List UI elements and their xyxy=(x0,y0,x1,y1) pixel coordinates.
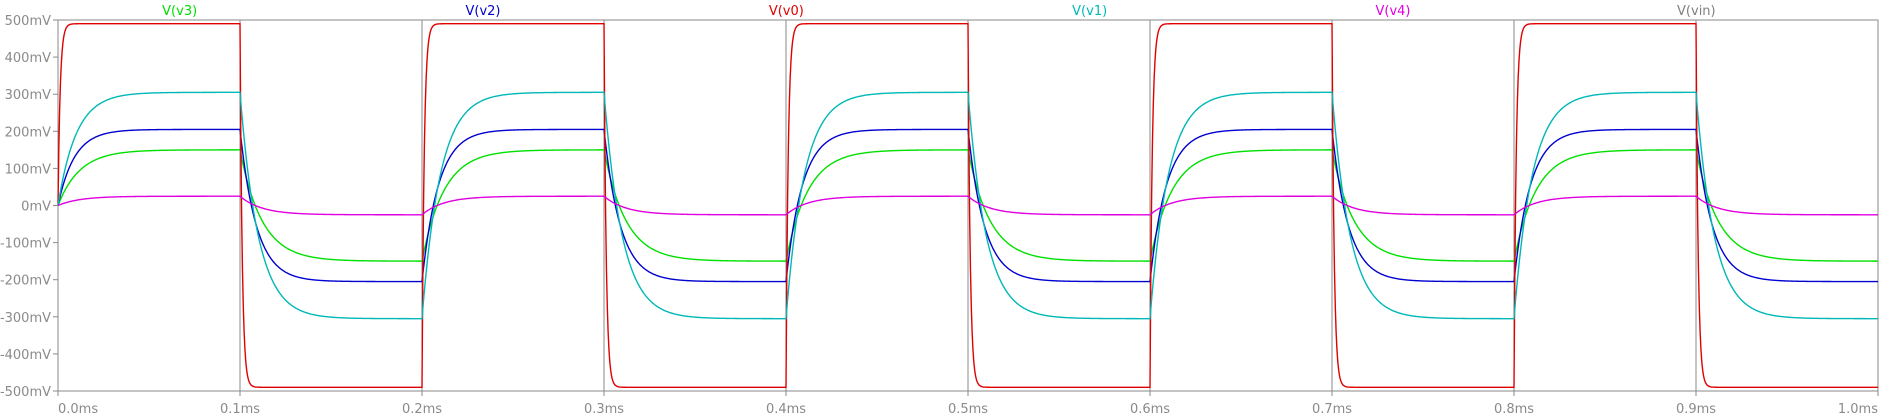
x-tick-label: 0.7ms xyxy=(1312,402,1352,417)
y-tick-label: 500mV xyxy=(5,14,51,29)
x-tick-label: 0.5ms xyxy=(948,402,988,417)
y-tick-label: 300mV xyxy=(5,88,51,103)
traces xyxy=(57,23,1878,388)
y-axis: 500mV 400mV 300mV 200mV 100mV 0mV -100mV -200mV… xyxy=(0,14,58,400)
trace-vv2 xyxy=(57,128,1878,283)
legend-vvin: V(vin) xyxy=(1677,4,1716,19)
trace-vv1 xyxy=(57,91,1878,320)
x-axis: 0.0ms 0.1ms 0.2ms 0.3ms 0.4ms 0.5ms 0.6ms 0.7ms… xyxy=(57,391,1879,417)
x-tick-label: 0.2ms xyxy=(402,402,442,417)
legend: V(v3) V(v2) V(v0) V(v1) V(v4) V(vin) xyxy=(162,4,1715,19)
legend-vv0: V(v0) xyxy=(769,4,804,19)
x-tick-label: 1.0ms xyxy=(1838,402,1878,417)
y-tick-label: -100mV xyxy=(0,237,51,252)
x-tick-label: 0.8ms xyxy=(1494,402,1534,417)
y-tick-label: -300mV xyxy=(0,311,51,326)
y-tick-label: 100mV xyxy=(5,162,51,177)
y-tick-label: 200mV xyxy=(5,125,51,140)
x-tick-label: 0.9ms xyxy=(1676,402,1716,417)
y-tick-label: 0mV xyxy=(21,200,51,215)
y-tick-label: 400mV xyxy=(5,51,51,66)
y-tick-label: -400mV xyxy=(0,348,51,363)
legend-vv4: V(v4) xyxy=(1375,4,1410,19)
x-tick-label: 0.3ms xyxy=(584,402,624,417)
x-tick-label: 0.4ms xyxy=(766,402,806,417)
legend-vv1: V(v1) xyxy=(1072,4,1107,19)
legend-vv3: V(v3) xyxy=(162,4,197,19)
legend-vv2: V(v2) xyxy=(465,4,500,19)
trace-vv3 xyxy=(57,149,1878,262)
x-tick-label: 0.1ms xyxy=(220,402,260,417)
trace-vv4 xyxy=(57,195,1878,216)
x-tick-label: 0.0ms xyxy=(58,402,98,417)
x-tick-label: 0.6ms xyxy=(1130,402,1170,417)
y-tick-label: -500mV xyxy=(0,385,51,400)
y-tick-label: -200mV xyxy=(0,274,51,289)
trace-vv0 xyxy=(57,23,1878,388)
